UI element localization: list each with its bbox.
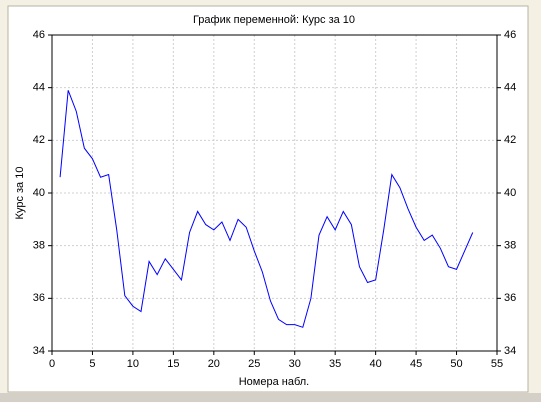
x-tick-label: 15 [167, 358, 179, 370]
y2-tick-label: 38 [504, 240, 516, 252]
x-tick-label: 20 [208, 358, 220, 370]
x-tick-label: 45 [410, 358, 422, 370]
y-tick-label: 40 [33, 187, 45, 199]
y-tick-label: 38 [33, 240, 45, 252]
x-tick-label: 50 [450, 358, 462, 370]
plot-frame [51, 34, 498, 352]
y-tick-label: 42 [33, 134, 45, 146]
plot-area [52, 35, 497, 351]
y-tick-label: 46 [33, 29, 45, 41]
y2-tick-label: 40 [504, 187, 516, 199]
y-axis-label: Курс за 10 [14, 167, 26, 220]
x-tick-label: 55 [491, 358, 503, 370]
x-tick-label: 5 [89, 358, 95, 370]
x-tick-label: 0 [49, 358, 55, 370]
x-axis-label: Номера набл. [239, 376, 310, 388]
y-tick-label: 34 [33, 345, 45, 357]
y-tick-label: 44 [33, 82, 45, 94]
x-tick-label: 25 [248, 358, 260, 370]
x-tick-label: 30 [289, 358, 301, 370]
chart-title: График переменной: Курс за 10 [193, 14, 355, 26]
y2-tick-label: 44 [504, 82, 516, 94]
x-tick-label: 40 [370, 358, 382, 370]
y2-tick-label: 46 [504, 29, 516, 41]
status-strip [0, 393, 541, 402]
y-tick-label: 36 [33, 292, 45, 304]
x-tick-label: 10 [127, 358, 139, 370]
data-line [59, 90, 474, 328]
y2-tick-label: 36 [504, 292, 516, 304]
y2-tick-label: 42 [504, 134, 516, 146]
y2-tick-label: 34 [504, 345, 516, 357]
x-tick-label: 35 [329, 358, 341, 370]
